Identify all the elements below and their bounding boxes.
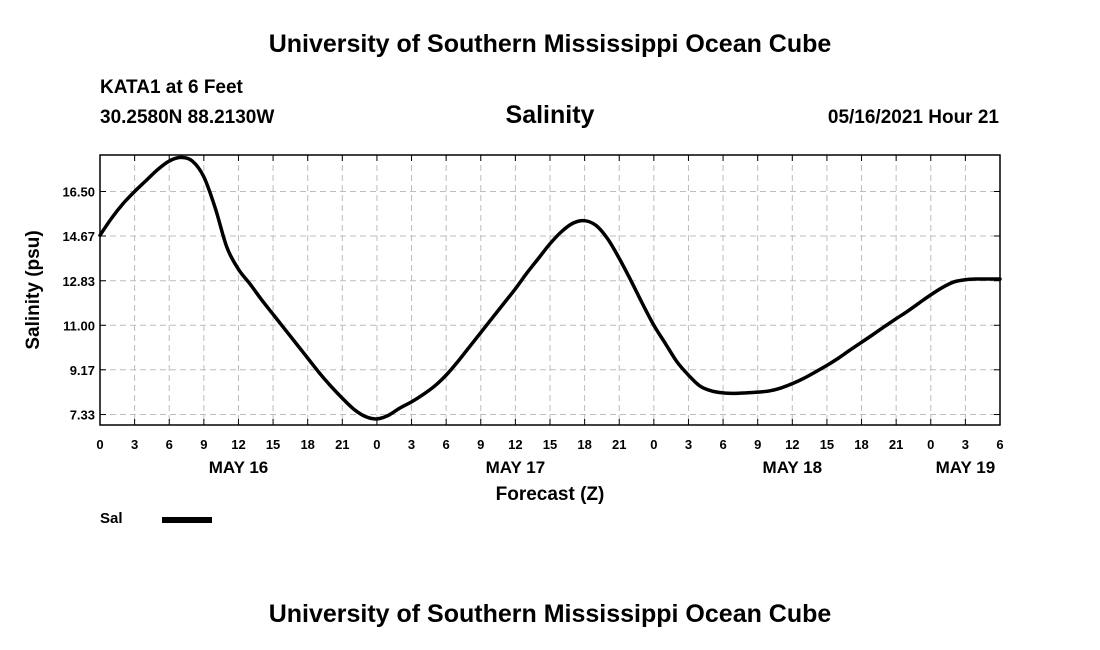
x-axis-title: Forecast (Z) [496, 484, 605, 505]
y-tick-label: 11.00 [63, 318, 95, 333]
series-line-sal [98, 155, 1002, 421]
station-name: KATA1 at 6 Feet [100, 77, 243, 98]
x-tick-label: 3 [685, 437, 692, 452]
x-tick-label: 15 [820, 437, 834, 452]
footer-title: University of Southern Mississippi Ocean… [268, 600, 832, 628]
x-tick-label: 21 [612, 437, 626, 452]
x-tick-label: 21 [889, 437, 903, 452]
x-tick-label: 3 [408, 437, 415, 452]
grid-lines [100, 155, 1000, 425]
x-tick-label: 12 [785, 437, 799, 452]
x-tick-label: 3 [962, 437, 969, 452]
legend-line-swatch [162, 517, 212, 523]
axis-ticks [99, 155, 1001, 425]
y-axis-title: Salinity (psu) [23, 230, 44, 349]
day-label: MAY 17 [486, 458, 546, 477]
x-tick-labels: 0 3 6 9 12 15 18 21 0 3 6 9 12 15 18 21 0 3 6 9 12 15 18 21 0 3 6 [96, 437, 1003, 452]
x-tick-label: 6 [719, 437, 726, 452]
y-tick-labels: 7.33 9.17 11.00 12.83 14.67 16.50 [62, 184, 95, 422]
station-coordinates: 30.2580N 88.2130W [100, 107, 275, 128]
page-title: University of Southern Mississippi Ocean… [268, 30, 832, 58]
x-tick-label: 12 [508, 437, 522, 452]
y-tick-label: 7.33 [70, 408, 95, 423]
x-tick-label: 0 [650, 437, 657, 452]
series-layer [98, 155, 1002, 421]
day-label: MAY 18 [763, 458, 823, 477]
x-tick-label: 9 [754, 437, 761, 452]
x-tick-label: 18 [300, 437, 314, 452]
forecast-datetime: 05/16/2021 Hour 21 [827, 107, 999, 128]
x-tick-label: 9 [200, 437, 207, 452]
y-tick-label: 12.83 [62, 274, 95, 289]
x-tick-label: 6 [996, 437, 1003, 452]
x-tick-label: 21 [335, 437, 349, 452]
y-tick-label: 9.17 [70, 363, 95, 378]
day-labels: MAY 16 MAY 17 MAY 18 MAY 19 [209, 458, 995, 477]
x-tick-label: 15 [543, 437, 557, 452]
legend-label: Sal [100, 510, 123, 527]
x-tick-label: 18 [577, 437, 591, 452]
chart-title: Salinity [505, 101, 595, 129]
x-tick-label: 6 [166, 437, 173, 452]
day-label: MAY 19 [936, 458, 996, 477]
x-tick-label: 0 [373, 437, 380, 452]
day-label: MAY 16 [209, 458, 269, 477]
x-tick-label: 6 [443, 437, 450, 452]
x-tick-label: 9 [477, 437, 484, 452]
x-tick-label: 3 [131, 437, 138, 452]
x-tick-label: 18 [854, 437, 868, 452]
y-tick-label: 14.67 [62, 229, 95, 244]
x-tick-label: 0 [927, 437, 934, 452]
x-tick-label: 15 [266, 437, 280, 452]
x-tick-label: 0 [96, 437, 103, 452]
y-tick-label: 16.50 [62, 184, 95, 199]
x-tick-label: 12 [231, 437, 245, 452]
